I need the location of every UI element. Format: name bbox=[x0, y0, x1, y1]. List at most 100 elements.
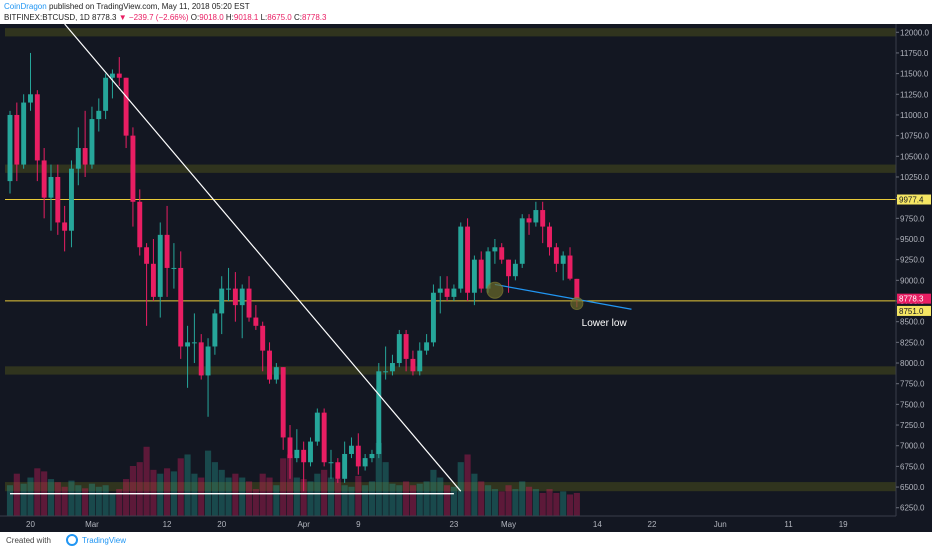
volume-bar bbox=[75, 485, 82, 516]
candle-body bbox=[69, 168, 74, 231]
price-tick-label: 10750.0 bbox=[900, 132, 929, 141]
price-axis-bg bbox=[896, 24, 932, 532]
price-tick-label: 11250.0 bbox=[900, 90, 929, 99]
volume-bar bbox=[566, 494, 574, 516]
volume-bar bbox=[573, 492, 580, 516]
volume-bar bbox=[191, 473, 198, 516]
price-zone bbox=[5, 482, 896, 492]
candle-body bbox=[7, 114, 13, 182]
candle-body bbox=[55, 176, 61, 223]
volume-bar bbox=[409, 485, 417, 516]
author-name[interactable]: CoinDragon bbox=[4, 2, 47, 11]
candle-body bbox=[116, 73, 122, 78]
candle-body bbox=[519, 218, 525, 264]
candle-body bbox=[178, 267, 184, 347]
candle-body bbox=[75, 148, 81, 169]
volume-bar bbox=[245, 481, 253, 516]
candle-body bbox=[471, 259, 477, 293]
change-arrow: ▼ bbox=[118, 13, 127, 22]
price-tick-label: 9750.0 bbox=[900, 214, 925, 223]
close-label: C: bbox=[293, 13, 302, 22]
candle-body bbox=[430, 292, 436, 343]
volume-bar bbox=[423, 481, 430, 516]
volume-bar bbox=[498, 491, 505, 516]
volume-bar bbox=[334, 479, 341, 516]
volume-bar bbox=[61, 486, 68, 516]
candle-body bbox=[21, 102, 27, 165]
time-tick-label: Mar bbox=[85, 520, 99, 529]
time-tick-label: Apr bbox=[297, 520, 310, 529]
tradingview-logo-icon bbox=[66, 534, 78, 546]
candle-body bbox=[328, 462, 334, 464]
price-tick-label: 9000.0 bbox=[900, 276, 925, 285]
price-tick-label: 6250.0 bbox=[900, 504, 925, 513]
candle-body bbox=[260, 325, 266, 351]
price-tick-label: 7000.0 bbox=[900, 442, 925, 451]
candle-body bbox=[267, 350, 272, 380]
candle-body bbox=[96, 110, 102, 120]
candle-body bbox=[232, 288, 238, 306]
published-text: published on TradingView.com, May 11, 20… bbox=[48, 2, 250, 11]
volume-bar bbox=[362, 485, 369, 516]
candle-body bbox=[458, 226, 464, 289]
volume-bar bbox=[560, 491, 567, 516]
time-tick-label: 19 bbox=[839, 520, 848, 529]
volume-bar bbox=[512, 489, 519, 516]
price-axis[interactable]: 12000.0 11750.0 11500.0 11250.0 11000.0 10750… bbox=[895, 24, 932, 532]
low-label: L: bbox=[260, 13, 268, 22]
volume-bar bbox=[218, 469, 225, 516]
level-badge: 8751.0 bbox=[899, 307, 924, 316]
price-tick-label: 8500.0 bbox=[900, 318, 925, 327]
candle-body bbox=[280, 367, 286, 438]
volume-bar bbox=[47, 479, 55, 516]
high-value: 9018.1 bbox=[233, 13, 259, 22]
volume-bar bbox=[88, 483, 96, 516]
volume-bar bbox=[444, 485, 451, 516]
level-badge-bg bbox=[897, 194, 931, 205]
change-value: −239.7 (−2.66%) bbox=[128, 13, 189, 22]
annotation-text: Lower low bbox=[582, 318, 628, 329]
volume-bar bbox=[471, 473, 478, 516]
volume-bar bbox=[143, 446, 150, 516]
candlesticks bbox=[7, 52, 580, 492]
candle-body bbox=[547, 226, 552, 248]
candle-body bbox=[342, 453, 348, 479]
volume-bar bbox=[457, 462, 464, 516]
volume-bar bbox=[532, 489, 539, 516]
candle-body bbox=[349, 445, 354, 454]
volume-bar bbox=[403, 481, 410, 516]
volume-bar bbox=[239, 477, 246, 516]
volume-bar bbox=[211, 462, 218, 516]
supply-demand-zones bbox=[5, 28, 896, 492]
time-tick-label: 14 bbox=[593, 520, 602, 529]
volume-bar bbox=[54, 482, 61, 516]
candle-body bbox=[308, 441, 313, 463]
candle-body bbox=[383, 371, 389, 373]
time-tick-label: May bbox=[501, 520, 516, 529]
symbol-info: BITFINEX:BTCUSD, 1D 8778.3 ▼ −239.7 (−2.… bbox=[4, 13, 326, 22]
price-zone bbox=[5, 164, 896, 173]
candle-body bbox=[137, 201, 143, 248]
time-tick-label: 20 bbox=[26, 520, 35, 529]
chart-header: CoinDragon published on TradingView.com,… bbox=[0, 0, 932, 24]
volume-bar bbox=[553, 492, 560, 516]
candle-body bbox=[301, 449, 307, 463]
tradingview-link[interactable]: TradingView bbox=[82, 536, 127, 545]
candle-body bbox=[212, 313, 218, 347]
volume-bar bbox=[280, 458, 287, 516]
candle-body bbox=[48, 176, 54, 198]
price-chart[interactable]: Lower low 12000.0 11750.0 11500.0 11250.0 11… bbox=[0, 24, 932, 532]
volume-bar bbox=[327, 477, 335, 516]
open-value: 9018.0 bbox=[199, 13, 224, 22]
candle-body bbox=[362, 458, 368, 467]
trendline bbox=[64, 24, 462, 492]
candle-body bbox=[14, 114, 20, 165]
volume-bar bbox=[259, 473, 266, 516]
candle-body bbox=[451, 288, 457, 297]
volume-bar bbox=[13, 473, 20, 516]
time-axis[interactable]: 20 Mar 12 20 Apr 9 23 May 14 22 Jun 11 19 bbox=[0, 515, 932, 532]
candle-body bbox=[89, 119, 95, 165]
candle-body bbox=[321, 412, 327, 463]
volume-bar bbox=[252, 489, 259, 516]
price-tick-label: 9500.0 bbox=[900, 235, 925, 244]
